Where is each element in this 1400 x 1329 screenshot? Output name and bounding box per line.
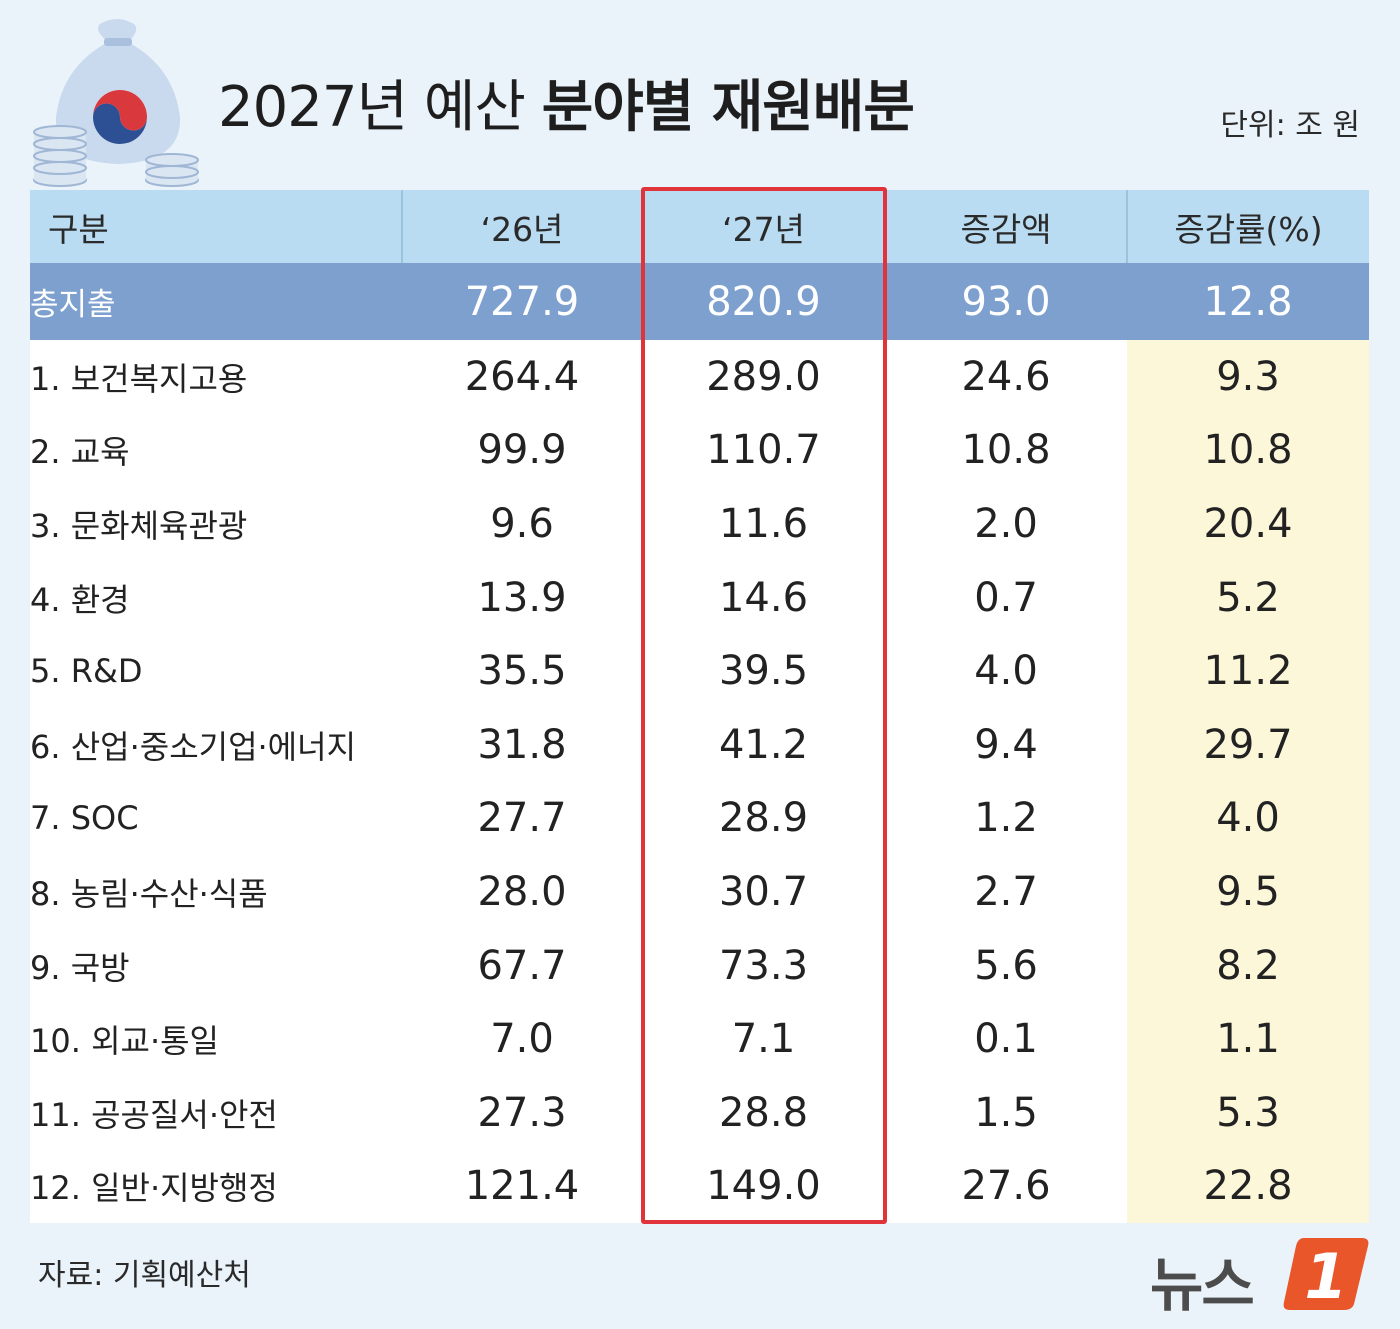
cell-val-2027: 14.6 (718, 574, 809, 621)
cell-val-2027: 110.7 (706, 427, 821, 474)
total-label: 총지출 (30, 287, 116, 323)
cell-val-rate: 29.7 (1127, 707, 1369, 782)
cell-val-rate: 4.0 (1127, 781, 1369, 856)
cell-val-2027: 39.5 (718, 648, 809, 695)
cell-val-2027: 28.8 (718, 1089, 809, 1136)
cell-val-change: 10.8 (961, 427, 1051, 474)
title-bold: 분야별 재원배분 (541, 75, 915, 140)
cell-val-2026: 7.0 (490, 1016, 554, 1063)
cell-val-change: 0.7 (974, 574, 1038, 621)
cell-label: 4. 환경 (30, 580, 130, 619)
table-row: 1. 보건복지고용 264.4 289.0 24.6 9.3 (30, 340, 1369, 414)
logo-mark-icon: 1 (1283, 1238, 1369, 1312)
cell-val-rate: 11.2 (1127, 634, 1369, 708)
budget-table: 구분 ‘26년 ‘27년 증감액 증감률(%) 총지출 727.9 820.9 … (30, 190, 1369, 1224)
col-header-2026: ‘26년 (401, 190, 642, 263)
cell-val-2027: 73.3 (718, 942, 809, 989)
cell-val-2027: 149.0 (706, 1163, 821, 1210)
cell-label: 3. 문화체육관광 (30, 506, 248, 545)
table-row: 7. SOC 27.7 28.9 1.2 4.0 (30, 781, 1369, 856)
cell-val-2027: 7.1 (731, 1016, 796, 1063)
cell-val-change: 2.7 (974, 868, 1038, 915)
logo-text: 뉴스 (1150, 1251, 1255, 1319)
unit-label: 단위: 조 원 (1220, 108, 1360, 143)
cell-val-change: 1.2 (974, 795, 1038, 842)
cell-val-2027: 11.6 (718, 500, 809, 547)
cell-label: 8. 농림·수산·식품 (30, 874, 268, 913)
cell-val-change: 5.6 (974, 942, 1038, 989)
money-bag-coins-icon (33, 19, 199, 187)
table-row: 4. 환경 13.9 14.6 0.7 5.2 (30, 560, 1369, 635)
logo-mark: 1 (1304, 1240, 1347, 1312)
cell-val-rate: 9.3 (1127, 340, 1369, 414)
col-header-2027: ‘27년 (641, 190, 885, 263)
table-row: 11. 공공질서·안전 27.3 28.8 1.5 5.3 (30, 1075, 1369, 1150)
cell-val-2026: 13.9 (477, 574, 567, 621)
table-row: 8. 농림·수산·식품 28.0 30.7 2.7 9.5 (30, 855, 1369, 929)
cell-val-2026: 27.7 (477, 795, 567, 842)
cell-label: 12. 일반·지방행정 (30, 1169, 278, 1208)
cell-val-rate: 10.8 (1127, 413, 1369, 488)
cell-val-2026: 31.8 (477, 721, 567, 768)
news1-logo: 뉴스 1 (1150, 1232, 1370, 1319)
cell-label: 9. 국방 (30, 948, 130, 987)
cell-label: 1. 보건복지고용 (30, 359, 248, 398)
total-2027: 820.9 (706, 278, 821, 325)
cell-label: 11. 공공질서·안전 (30, 1095, 278, 1134)
cell-val-2027: 289.0 (706, 353, 821, 400)
total-2026: 727.9 (464, 278, 580, 325)
cell-val-rate: 8.2 (1127, 928, 1369, 1003)
cell-val-2026: 28.0 (477, 868, 567, 915)
header-row: 구분 ‘26년 ‘27년 증감액 증감률(%) (30, 190, 1369, 263)
cell-val-change: 9.4 (974, 721, 1038, 768)
table-row: 12. 일반·지방행정 121.4 149.0 27.6 22.8 (30, 1149, 1369, 1224)
cell-val-2026: 67.7 (477, 942, 567, 989)
cell-val-rate: 20.4 (1127, 487, 1369, 561)
cell-val-change: 27.6 (961, 1163, 1051, 1210)
cell-label: 2. 교육 (30, 433, 130, 472)
cell-val-2027: 28.9 (718, 795, 809, 842)
header: 2027년 예산 분야별 재원배분 단위: 조 원 (0, 0, 1400, 190)
cell-val-2026: 264.4 (464, 353, 580, 400)
cell-label: 6. 산업·중소기업·에너지 (30, 727, 357, 766)
table-row: 6. 산업·중소기업·에너지 31.8 41.2 9.4 29.7 (30, 707, 1369, 782)
cell-val-rate: 1.1 (1127, 1002, 1369, 1076)
cell-val-2026: 9.6 (490, 500, 554, 547)
cell-val-2026: 27.3 (477, 1089, 567, 1136)
cell-val-change: 4.0 (974, 648, 1038, 695)
cell-val-rate: 9.5 (1127, 855, 1369, 929)
total-rate: 12.8 (1203, 278, 1293, 325)
table-row: 10. 외교·통일 7.0 7.1 0.1 1.1 (30, 1002, 1369, 1076)
cell-label: 7. SOC (30, 799, 139, 838)
cell-label: 10. 외교·통일 (30, 1022, 219, 1061)
cell-val-change: 1.5 (974, 1089, 1038, 1136)
cell-val-2026: 99.9 (477, 427, 567, 474)
table-row: 2. 교육 99.9 110.7 10.8 10.8 (30, 413, 1369, 488)
col-header-category: 구분 (48, 209, 109, 249)
cell-val-rate: 22.8 (1127, 1149, 1369, 1224)
col-header-rate: 증감률(%) (1126, 190, 1369, 263)
cell-val-change: 0.1 (974, 1016, 1038, 1063)
cell-val-2027: 30.7 (718, 868, 809, 915)
title-light: 2027년 예산 (218, 75, 526, 140)
total-row: 총지출 727.9 820.9 93.0 12.8 (30, 263, 1369, 340)
cell-val-2026: 121.4 (464, 1163, 580, 1210)
cell-label: 5. R&D (30, 652, 143, 691)
col-header-change: 증감액 (884, 190, 1127, 263)
table-row: 9. 국방 67.7 73.3 5.6 8.2 (30, 928, 1369, 1003)
cell-val-rate: 5.3 (1127, 1075, 1369, 1150)
cell-val-change: 2.0 (974, 500, 1038, 547)
cell-val-2027: 41.2 (718, 721, 809, 768)
cell-val-change: 24.6 (961, 353, 1051, 400)
table-row: 5. R&D 35.5 39.5 4.0 11.2 (30, 634, 1369, 708)
page-title: 2027년 예산 분야별 재원배분 (218, 62, 915, 143)
table-row: 3. 문화체육관광 9.6 11.6 2.0 20.4 (30, 487, 1369, 561)
source-label: 자료: 기획예산처 (38, 1258, 251, 1293)
cell-val-rate: 5.2 (1127, 560, 1369, 635)
cell-val-2026: 35.5 (477, 648, 567, 695)
total-change: 93.0 (961, 278, 1051, 325)
